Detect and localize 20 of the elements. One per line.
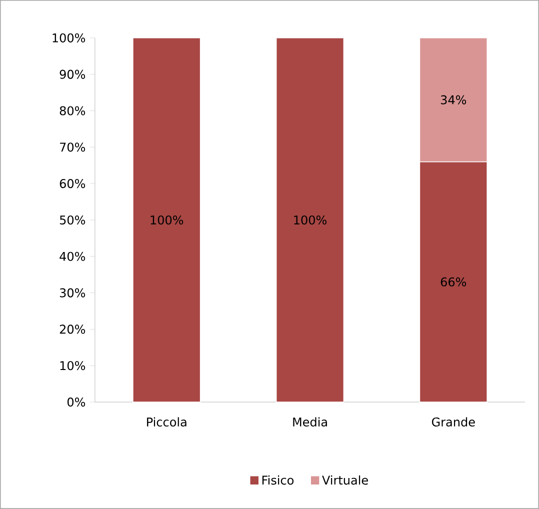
y-tick-label: 50% (60, 215, 86, 225)
y-tick-label: 70% (60, 142, 86, 152)
y-tick-label: 80% (60, 106, 86, 116)
y-tick-label: 90% (60, 70, 86, 79)
x-tick-label: Grande (432, 417, 475, 427)
x-tick-label: Media (293, 417, 327, 427)
legend-label: Fisico (262, 475, 294, 485)
y-tick-label: 60% (60, 179, 86, 188)
data-label: 34% (440, 95, 466, 104)
y-tick-label: 20% (60, 324, 86, 334)
y-tick-label: 100% (52, 33, 86, 42)
y-tick-label: 0% (67, 398, 86, 407)
legend-label: Virtuale (322, 475, 368, 485)
y-tick-label: 30% (60, 288, 86, 298)
x-tick-label: Piccola (147, 417, 186, 427)
data-label: 66% (440, 277, 466, 286)
data-label: 100% (294, 215, 326, 225)
data-label: 100% (150, 215, 184, 225)
y-tick-label: 40% (60, 252, 86, 261)
y-tick-label: 10% (60, 361, 86, 370)
